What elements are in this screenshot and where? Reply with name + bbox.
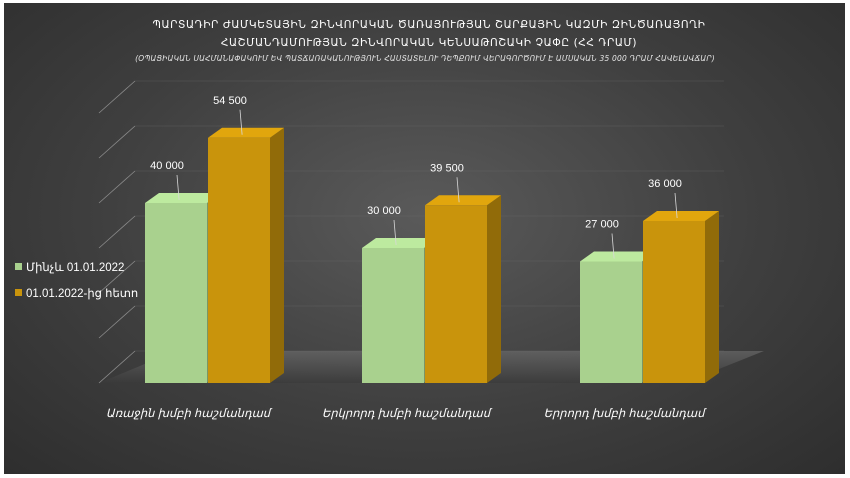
legend-label-series-1: Մինչև 01.01.2022 xyxy=(26,261,124,274)
data-label: 27 000 xyxy=(585,219,619,231)
data-label: 40 000 xyxy=(150,160,184,172)
legend-swatch-series-2 xyxy=(15,289,22,296)
gridline-diagonal xyxy=(98,215,136,249)
gridline-diagonal xyxy=(98,80,136,114)
chart-title-line-1: ՊԱՐՏԱԴԻՐ ԺԱՄԿԵՏԱՅԻՆ ԶԻՆՎՈՐԱԿԱՆ ԾԱՌԱՅՈՒԹՅ… xyxy=(153,19,706,31)
bar xyxy=(362,248,424,383)
bar-top xyxy=(580,251,656,262)
category-label: Երկրորդ խմբի հաշմանդամ xyxy=(322,408,493,420)
legend-swatch-series-1 xyxy=(15,263,22,270)
chart-subtitle: (ՕՊԱՑԻԱԿԱՆ ՍԱՀՄԱՆԱՓԱԿՈՒՄ ԵՎ ՊԱՏՃԱՌԱԿԱՆՈՒ… xyxy=(135,54,715,63)
bar-chart: ՊԱՐՏԱԴԻՐ ԺԱՄԿԵՏԱՅԻՆ ԶԻՆՎՈՐԱԿԱՆ ԾԱՌԱՅՈՒԹՅ… xyxy=(15,19,764,420)
bar-group xyxy=(425,195,501,383)
data-label: 39 500 xyxy=(430,162,464,174)
gridline-diagonal xyxy=(98,260,136,294)
bar-top xyxy=(208,127,284,138)
gridline-diagonal xyxy=(98,305,136,339)
category-label: Երրորդ խմբի հաշմանդամ xyxy=(544,408,708,420)
bar xyxy=(145,203,207,383)
bar-side xyxy=(487,195,501,383)
data-label-leader xyxy=(456,177,460,203)
data-label: 54 500 xyxy=(213,95,247,107)
bar xyxy=(580,261,642,383)
data-label-leader xyxy=(239,109,243,135)
gridline-diagonal xyxy=(98,350,136,384)
bar-group xyxy=(643,211,719,383)
chart-frame: ՊԱՐՏԱԴԻՐ ԺԱՄԿԵՏԱՅԻՆ ԶԻՆՎՈՐԱԿԱՆ ԾԱՌԱՅՈՒԹՅ… xyxy=(4,3,845,474)
category-label: Առաջին խմբի հաշմանդամ xyxy=(106,408,273,420)
data-label-leader xyxy=(176,174,180,201)
chart-title-line-2: ՀԱՇՄԱՆԴԱՄՈՒԹՅԱՆ ԶԻՆՎՈՐԱԿԱՆ ԿԵՆՍԱԹՈՇԱԿԻ Չ… xyxy=(221,37,637,49)
category-labels: Առաջին խմբի հաշմանդամ Երկրորդ խմբի հաշման… xyxy=(106,408,707,420)
gridline-diagonal xyxy=(98,170,136,204)
bar-side xyxy=(705,211,719,383)
data-label: 30 000 xyxy=(367,205,401,217)
bar xyxy=(643,221,705,383)
legend-label-series-2: 01.01.2022-ից հետո xyxy=(26,287,138,300)
data-labels: 40 000 54 500 30 000 39 500 27 000 36 000 xyxy=(150,95,682,259)
bar-group xyxy=(208,127,284,383)
legend: Մինչև 01.01.2022 01.01.2022-ից հետո xyxy=(15,261,138,300)
bar-side xyxy=(270,127,284,383)
bar-top xyxy=(643,211,719,221)
gridline-diagonal xyxy=(98,125,136,159)
bar-top xyxy=(362,238,438,248)
data-label: 36 000 xyxy=(648,178,682,190)
data-label-leader xyxy=(393,219,397,246)
bars xyxy=(145,127,719,383)
bar-top xyxy=(145,193,221,203)
data-label-leader xyxy=(611,233,615,259)
bar xyxy=(208,137,270,383)
bar-top xyxy=(425,195,501,206)
bar xyxy=(425,205,487,383)
data-label-leader xyxy=(674,192,678,219)
